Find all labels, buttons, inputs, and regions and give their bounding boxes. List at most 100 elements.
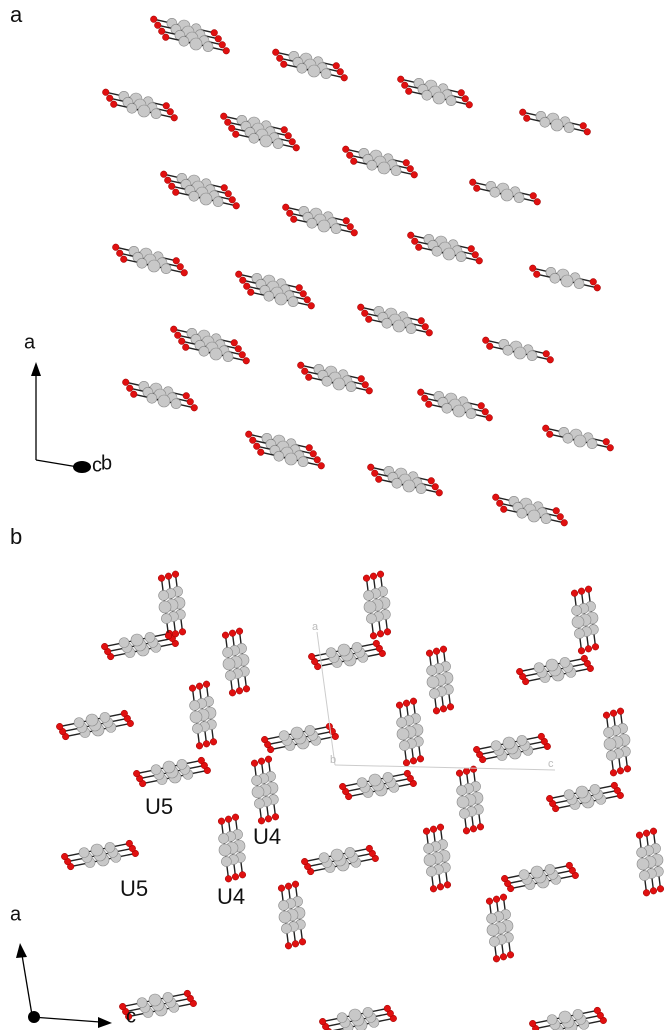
oxygen-atom (500, 894, 507, 901)
oxygen-atom (585, 645, 592, 652)
oxygen-atom (220, 113, 227, 120)
carbon-atom (550, 273, 560, 283)
oxygen-atom (546, 431, 553, 438)
oxygen-atom (304, 296, 311, 303)
oxygen-atom (276, 55, 283, 62)
oxygen-atom (293, 144, 300, 151)
oxygen-atom (229, 630, 236, 637)
oxygen-atom (396, 702, 403, 709)
oxygen-atom (581, 655, 588, 662)
oxygen-atom (203, 740, 210, 747)
molecule-stack (61, 840, 138, 870)
molecule-stack (529, 265, 600, 291)
oxygen-atom (280, 61, 287, 68)
oxygen-atom (458, 89, 465, 96)
carbon-atom (223, 658, 235, 670)
carbon-atom (177, 759, 187, 769)
molecule-stack (112, 244, 187, 276)
carbon-atom (223, 647, 233, 657)
oxygen-atom (196, 742, 203, 749)
oxygen-atom (168, 183, 175, 190)
oxygen-atom (299, 938, 306, 945)
oxygen-atom (215, 35, 222, 42)
molecule-stack (486, 894, 514, 962)
oxygen-atom (126, 840, 133, 847)
oxygen-atom (126, 385, 133, 392)
oxygen-atom (221, 184, 228, 191)
oxygen-atom (189, 685, 196, 692)
molecule-stack (235, 271, 314, 309)
oxygen-atom (407, 232, 414, 239)
molecule-stack (301, 845, 378, 875)
oxygen-atom (529, 1020, 536, 1027)
oxygen-atom (384, 628, 391, 635)
carbon-atom (260, 135, 272, 147)
carbon-atom (200, 193, 212, 205)
carbon-atom (519, 870, 529, 880)
annotation: U4 (253, 824, 281, 849)
oxygen-atom (403, 759, 410, 766)
carbon-atom (427, 665, 437, 675)
oxygen-atom (440, 646, 447, 653)
carbon-atom (210, 348, 222, 360)
oxygen-atom (407, 165, 414, 172)
oxygen-atom (362, 381, 369, 388)
molecule-stack (261, 723, 338, 753)
oxygen-atom (534, 198, 541, 205)
oxygen-atom (235, 345, 242, 352)
molecule-stack (282, 204, 357, 236)
oxygen-atom (306, 444, 313, 451)
carbon-atom (590, 784, 600, 794)
oxygen-atom (251, 760, 258, 767)
molecule-stack (357, 304, 432, 336)
carbon-atom (541, 514, 551, 524)
molecule-stack (339, 770, 416, 800)
carbon-atom (392, 478, 402, 488)
oxygen-atom (585, 586, 592, 593)
carbon-atom (403, 480, 415, 492)
oxygen-atom (184, 990, 191, 997)
molecule-stack (160, 171, 239, 209)
carbon-atom (279, 911, 291, 923)
carbon-atom (457, 785, 467, 795)
oxygen-atom (261, 736, 268, 743)
carbon-atom (219, 833, 229, 843)
oxygen-atom (566, 862, 573, 869)
carbon-atom (148, 260, 160, 272)
carbon-atom (163, 992, 173, 1002)
oxygen-atom (341, 74, 348, 81)
carbon-atom (319, 853, 329, 863)
oxygen-atom (337, 68, 344, 75)
oxygen-atom (223, 47, 230, 54)
carbon-atom (501, 189, 513, 201)
carbon-atom (352, 642, 362, 652)
oxygen-atom (133, 770, 140, 777)
oxygen-atom (404, 770, 411, 777)
oxygen-atom (258, 758, 265, 765)
oxygen-atom (462, 95, 469, 102)
oxygen-atom (375, 476, 382, 483)
oxygen-atom (342, 146, 349, 153)
molecule-stack (189, 681, 217, 749)
oxygen-atom (478, 402, 485, 409)
carbon-atom (378, 162, 390, 174)
carbon-atom (487, 924, 499, 936)
carbon-atom (279, 900, 289, 910)
oxygen-atom (351, 229, 358, 236)
oxygen-atom (239, 277, 246, 284)
carbon-atom (391, 166, 401, 176)
carbon-atom (138, 105, 150, 117)
carbon-atom (190, 700, 200, 710)
oxygen-atom (130, 391, 137, 398)
molecule-stack (102, 89, 177, 121)
axis-line (36, 460, 78, 467)
oxygen-atom (500, 953, 507, 960)
carbon-atom (275, 293, 287, 305)
oxygen-atom (650, 828, 657, 835)
oxygen-atom (292, 940, 299, 947)
oxygen-atom (177, 263, 184, 270)
axis-label: a (10, 903, 22, 925)
molecule-stack (363, 571, 391, 639)
carbon-atom (503, 345, 513, 355)
carbon-atom (131, 634, 143, 646)
